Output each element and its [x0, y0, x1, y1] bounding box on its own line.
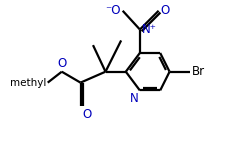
Text: O: O: [160, 4, 169, 17]
Text: O: O: [82, 108, 91, 121]
Text: ⁻O: ⁻O: [106, 4, 121, 17]
Text: methyl: methyl: [10, 78, 46, 88]
Text: N: N: [130, 92, 138, 105]
Text: N⁺: N⁺: [141, 23, 156, 36]
Text: O: O: [57, 57, 66, 70]
Text: Br: Br: [191, 65, 205, 78]
